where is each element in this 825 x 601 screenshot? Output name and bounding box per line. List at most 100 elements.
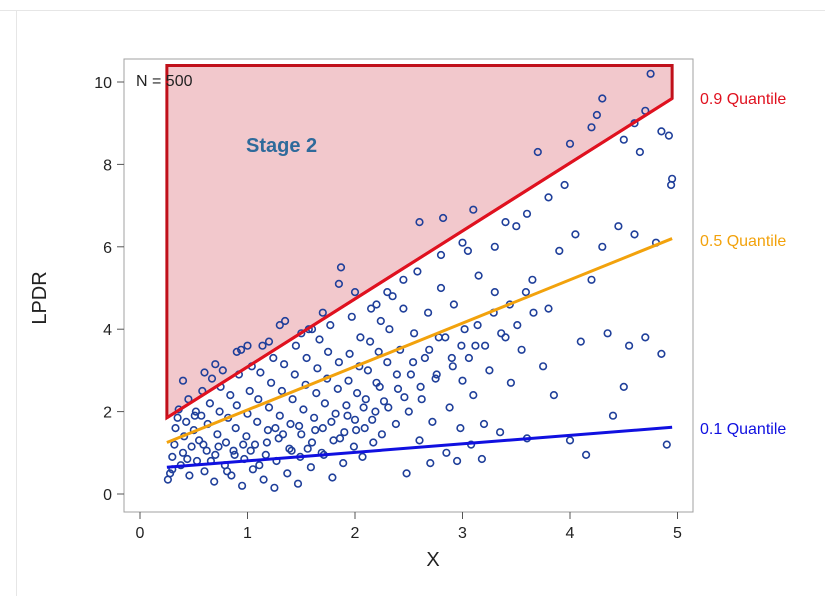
data-point — [182, 417, 191, 427]
data-point — [340, 428, 349, 437]
data-point — [275, 411, 284, 420]
data-point — [439, 213, 448, 223]
data-point — [277, 386, 287, 396]
data-point — [361, 395, 370, 404]
data-point — [214, 442, 223, 451]
data-point — [576, 337, 585, 346]
data-point — [226, 391, 235, 400]
data-point — [334, 279, 344, 289]
data-point — [485, 366, 494, 375]
data-point — [202, 446, 211, 455]
data-point — [490, 242, 499, 251]
data-point — [207, 374, 217, 383]
data-point — [183, 454, 192, 464]
data-point — [431, 374, 440, 383]
data-point — [227, 471, 236, 480]
data-point — [199, 440, 208, 449]
legend-label-q10: 0.1 Quantile — [700, 421, 786, 438]
data-point — [544, 193, 553, 202]
data-point — [406, 370, 416, 379]
data-point — [283, 469, 292, 478]
data-point — [312, 389, 321, 398]
data-point — [352, 426, 361, 435]
data-point — [458, 376, 467, 385]
data-point — [349, 442, 359, 451]
data-point — [242, 432, 251, 441]
data-point — [388, 292, 397, 301]
plot-frame — [123, 58, 694, 513]
data-point — [501, 333, 510, 342]
data-point — [205, 399, 214, 408]
data-point — [264, 337, 274, 346]
data-point — [463, 246, 473, 255]
data-point — [232, 401, 241, 410]
data-point — [501, 218, 510, 227]
data-point — [339, 459, 348, 468]
data-point — [614, 222, 623, 231]
data-point — [213, 430, 222, 439]
y-tick-label: 10 — [94, 75, 112, 92]
data-point — [318, 424, 327, 433]
data-point — [350, 415, 360, 424]
data-point — [356, 333, 365, 342]
data-point — [460, 325, 469, 334]
data-point — [392, 370, 402, 379]
data-point — [331, 409, 340, 418]
data-point — [345, 349, 354, 359]
data-point — [432, 370, 441, 379]
data-point — [254, 395, 263, 404]
data-point — [347, 312, 356, 321]
x-tick-label: 0 — [136, 525, 145, 542]
data-point — [447, 353, 456, 363]
data-point — [168, 452, 177, 462]
data-point — [399, 304, 408, 313]
data-point — [335, 434, 345, 443]
data-point — [587, 123, 596, 132]
data-point — [221, 438, 231, 447]
data-point — [428, 417, 437, 427]
data-point — [603, 329, 612, 338]
y-tick-label: 8 — [103, 157, 112, 174]
data-point — [200, 467, 209, 476]
data-point — [248, 465, 257, 474]
data-point — [667, 174, 677, 183]
data-point — [619, 382, 628, 392]
data-point — [359, 403, 368, 412]
data-point — [424, 308, 433, 317]
data-point — [479, 419, 489, 429]
legend-label-q90: 0.9 Quantile — [700, 91, 786, 108]
stage-2-label: Stage 2 — [246, 135, 317, 157]
data-point — [420, 353, 430, 363]
data-point — [402, 469, 411, 478]
y-tick-label: 6 — [103, 240, 112, 257]
data-point — [619, 135, 628, 144]
data-point — [436, 283, 446, 293]
data-point — [529, 308, 538, 317]
data-point — [664, 131, 674, 140]
y-axis-label: LPDR — [29, 271, 51, 324]
sample-size-annotation: N = 500 — [136, 73, 193, 90]
data-point — [383, 288, 392, 297]
data-point — [170, 440, 179, 449]
data-point — [448, 362, 457, 371]
data-point — [350, 288, 360, 297]
data-point — [549, 391, 559, 400]
data-point — [571, 230, 580, 239]
data-point — [297, 430, 306, 439]
data-point — [517, 345, 526, 354]
data-point — [315, 335, 324, 344]
data-point — [657, 127, 666, 136]
data-point — [522, 209, 532, 218]
left-border-line — [16, 10, 17, 596]
data-point — [366, 337, 375, 346]
data-point — [232, 347, 241, 357]
data-point — [453, 456, 462, 466]
data-point — [324, 347, 333, 357]
data-point — [456, 424, 465, 433]
data-point — [231, 424, 240, 433]
data-point — [512, 222, 521, 231]
data-point — [259, 475, 268, 484]
data-point — [218, 366, 227, 375]
data-point — [521, 288, 531, 297]
